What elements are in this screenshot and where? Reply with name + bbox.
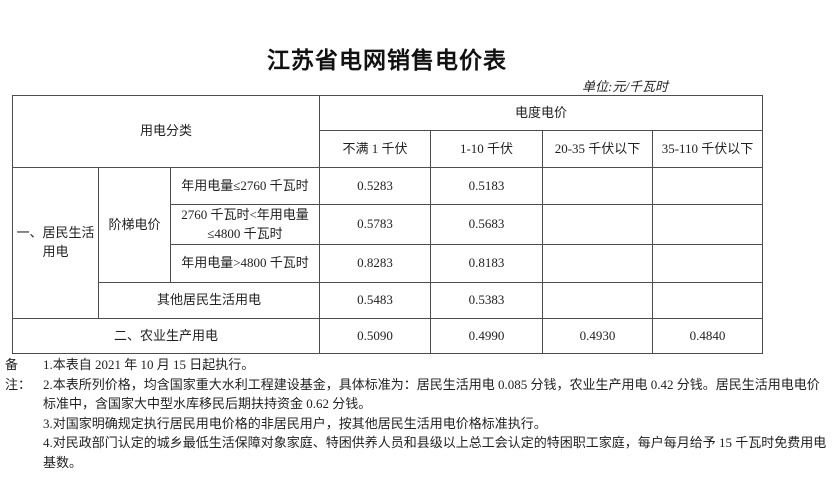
table-row: 年用电量>4800 千瓦时 0.8283 0.8183	[13, 244, 764, 283]
cell-agricultural-price-3: 0.4930	[542, 318, 653, 354]
cell-residential-category: 一、居民生活用电	[12, 167, 99, 319]
header-voltage-35-110kv: 35-110 千伏以下	[651, 130, 764, 168]
cell-tier1-price-4	[651, 167, 764, 205]
table-row: 二、农业生产用电 0.5090 0.4990 0.4930 0.4840	[12, 318, 764, 354]
header-voltage-20-35kv: 20-35 千伏以下	[542, 130, 653, 168]
cell-tier1-price-1: 0.5283	[319, 167, 431, 205]
cell-tier2-label: 2760 千瓦时<年用电量≤4800 千瓦时	[170, 204, 320, 245]
notes-section: 备注： 1.本表自 2021 年 10 月 15 日起执行。 2.本表所列价格，…	[5, 355, 831, 472]
cell-other-residential-price-4	[651, 282, 764, 319]
page-title: 江苏省电网销售电价表	[267, 47, 507, 73]
cell-agricultural-label: 二、农业生产用电	[12, 318, 320, 354]
header-classification: 用电分类	[12, 95, 320, 168]
cell-agricultural-price-2: 0.4990	[430, 318, 543, 354]
cell-tier1-price-2: 0.5183	[430, 167, 543, 205]
header-row-2: 不满 1 千伏 1-10 千伏 20-35 千伏以下 35-110 千伏以下	[13, 130, 764, 168]
table-row: 2760 千瓦时<年用电量≤4800 千瓦时 0.5783 0.5683	[13, 204, 764, 245]
header-price-group: 电度电价	[318, 95, 764, 131]
notes-list: 1.本表自 2021 年 10 月 15 日起执行。 2.本表所列价格，均含国家…	[43, 355, 831, 472]
cell-other-residential-price-2: 0.5383	[430, 282, 543, 319]
cell-other-residential-price-3	[542, 282, 653, 319]
unit-label: 单位:元/千瓦时	[582, 79, 668, 94]
cell-agricultural-price-1: 0.5090	[319, 318, 431, 354]
cell-tier1-label: 年用电量≤2760 千瓦时	[170, 167, 320, 205]
cell-tier3-price-3	[542, 244, 653, 283]
table-row: 其他居民生活用电 0.5483 0.5383	[13, 282, 764, 319]
cell-tier3-price-4	[651, 244, 764, 283]
notes-label: 备注：	[5, 357, 32, 392]
header-row-1: 用电分类 电度电价	[12, 95, 764, 168]
note-item-4: 4.对民政部门认定的城乡最低生活保障对象家庭、特困供养人员和县级以上总工会认定的…	[43, 435, 827, 470]
cell-tier3-price-2: 0.8183	[430, 244, 543, 283]
cell-tier2-price-1: 0.5783	[319, 204, 431, 245]
cell-tier2-price-4	[651, 204, 764, 245]
note-item-3: 3.对国家明确规定执行居民用电价格的非居民用户，按其他居民生活用电价格标准执行。	[43, 415, 547, 431]
cell-agricultural-price-4: 0.4840	[651, 318, 764, 354]
note-item-2: 2.本表所列价格，均含国家重大水利工程建设基金，具体标准为：居民生活用电 0.0…	[43, 376, 820, 412]
cell-tier2-price-2: 0.5683	[430, 204, 543, 245]
cell-tier2-price-3	[542, 204, 653, 245]
cell-other-residential-label: 其他居民生活用电	[98, 282, 320, 319]
cell-tier3-label: 年用电量>4800 千瓦时	[170, 244, 320, 283]
note-item-1: 1.本表自 2021 年 10 月 15 日起执行。	[43, 357, 255, 372]
electricity-price-table: 用电分类 电度电价 不满 1 千伏 1-10 千伏 20-35 千伏以下 35-…	[12, 95, 764, 354]
header-voltage-below-1kv: 不满 1 千伏	[319, 130, 431, 168]
cell-other-residential-price-1: 0.5483	[319, 282, 431, 319]
header-voltage-1-10kv: 1-10 千伏	[430, 130, 543, 168]
cell-tiered-price-label: 阶梯电价	[98, 167, 171, 283]
table-row: 一、居民生活用电 阶梯电价 年用电量≤2760 千瓦时 0.5283 0.518…	[12, 167, 764, 319]
cell-tier3-price-1: 0.8283	[319, 244, 431, 283]
cell-tier1-price-3	[542, 167, 653, 205]
